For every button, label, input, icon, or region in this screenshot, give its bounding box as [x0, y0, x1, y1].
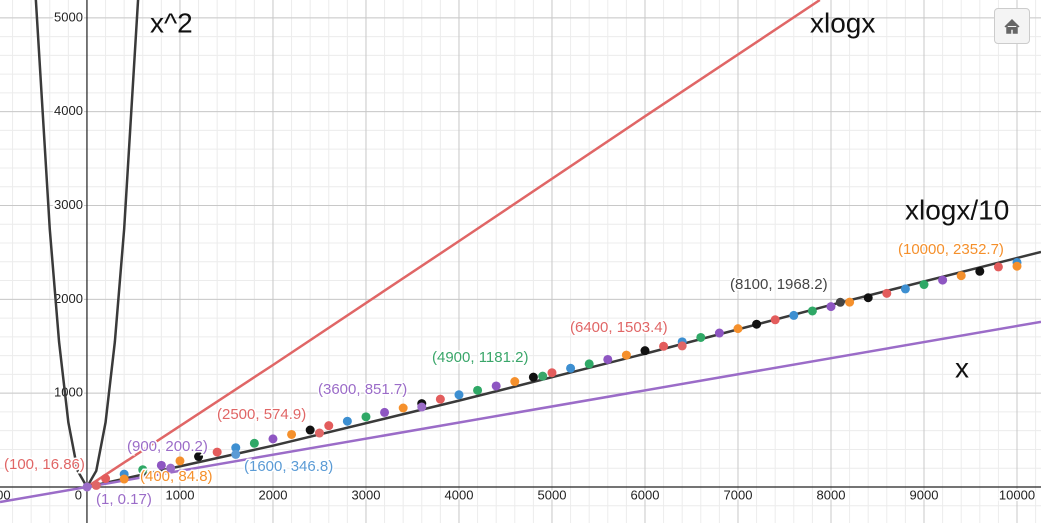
labeled-point — [677, 341, 687, 351]
labeled-point — [417, 402, 427, 412]
point-label: (2500, 574.9) — [217, 406, 306, 423]
dot — [305, 425, 315, 435]
dot — [435, 394, 445, 404]
curve-label: x — [955, 352, 969, 383]
dot — [789, 310, 799, 320]
dot — [882, 288, 892, 298]
dot — [268, 434, 278, 444]
dot — [101, 474, 111, 484]
y-tick-label: 3000 — [54, 197, 83, 212]
y-tick-label: 1000 — [54, 385, 83, 400]
curve — [0, 320, 1041, 504]
dot — [231, 443, 241, 453]
point-label: (6400, 1503.4) — [570, 319, 668, 336]
dot — [640, 346, 650, 356]
dot — [845, 297, 855, 307]
x-tick-label: 7000 — [724, 487, 753, 502]
labeled-point — [82, 482, 92, 492]
dot — [696, 332, 706, 342]
x-tick-label: 6000 — [631, 487, 660, 502]
curve — [86, 0, 821, 489]
home-icon — [1004, 18, 1020, 34]
dot — [473, 385, 483, 395]
dot — [752, 319, 762, 329]
dot — [361, 412, 371, 422]
point-label: (10000, 2352.7) — [898, 241, 1004, 258]
y-tick-label: 4000 — [54, 103, 83, 118]
labeled-point — [231, 449, 241, 459]
y-tick-label: 5000 — [54, 9, 83, 24]
point-label: (1600, 346.8) — [244, 458, 333, 475]
point-label: (100, 16.86) — [4, 456, 85, 473]
dot — [491, 381, 501, 391]
labeled-point — [166, 463, 176, 473]
x-tick-label: 9000 — [910, 487, 939, 502]
point-label: (900, 200.2) — [127, 438, 208, 455]
point-label: (4900, 1181.2) — [432, 349, 528, 366]
home-button[interactable] — [994, 8, 1030, 44]
dot — [566, 363, 576, 373]
dot — [547, 368, 557, 378]
curve-label: x^2 — [150, 7, 193, 38]
x-tick-label: 0 — [75, 487, 82, 502]
labeled-point — [835, 297, 845, 307]
dot — [900, 284, 910, 294]
x-tick-label: 4000 — [445, 487, 474, 502]
dot — [919, 280, 929, 290]
labeled-point — [1012, 261, 1022, 271]
dot — [956, 271, 966, 281]
dot — [510, 377, 520, 387]
point-label: (8100, 1968.2) — [730, 276, 828, 293]
dot — [863, 293, 873, 303]
dot — [342, 416, 352, 426]
dot — [975, 266, 985, 276]
house — [1004, 18, 1020, 34]
dot — [194, 452, 204, 462]
dot — [733, 324, 743, 334]
dot — [528, 372, 538, 382]
labeled-point — [314, 428, 324, 438]
dot — [993, 262, 1003, 272]
dot — [938, 275, 948, 285]
x-tick-label: 1000 — [166, 487, 195, 502]
labeled-point — [91, 480, 101, 490]
curve-label: xlogx — [810, 7, 875, 38]
labeled-point — [538, 371, 548, 381]
point-label: (3600, 851.7) — [318, 381, 407, 398]
dot — [249, 438, 259, 448]
dot — [584, 359, 594, 369]
x-tick-label: 10000 — [999, 487, 1035, 502]
x-tick-label: 8000 — [817, 487, 846, 502]
x-tick-label: 5000 — [538, 487, 567, 502]
dot — [156, 460, 166, 470]
point-label: (400, 84.8) — [140, 468, 213, 485]
dot — [398, 403, 408, 413]
x-tick-label: 3000 — [352, 487, 381, 502]
dot — [324, 421, 334, 431]
labeled-point — [119, 474, 129, 484]
x-tick-label: 2000 — [259, 487, 288, 502]
y-tick-label: 2000 — [54, 291, 83, 306]
dot — [714, 328, 724, 338]
point-label: (1, 0.17) — [96, 491, 152, 508]
dot — [380, 407, 390, 417]
dot — [826, 302, 836, 312]
dot — [807, 306, 817, 316]
dot — [138, 465, 148, 475]
dot — [603, 354, 613, 364]
dot — [212, 447, 222, 457]
curve-label: xlogx/10 — [905, 194, 1009, 225]
dot — [770, 315, 780, 325]
dot — [621, 350, 631, 360]
dot — [287, 429, 297, 439]
dot — [659, 341, 669, 351]
dot — [175, 456, 185, 466]
dot — [454, 390, 464, 400]
